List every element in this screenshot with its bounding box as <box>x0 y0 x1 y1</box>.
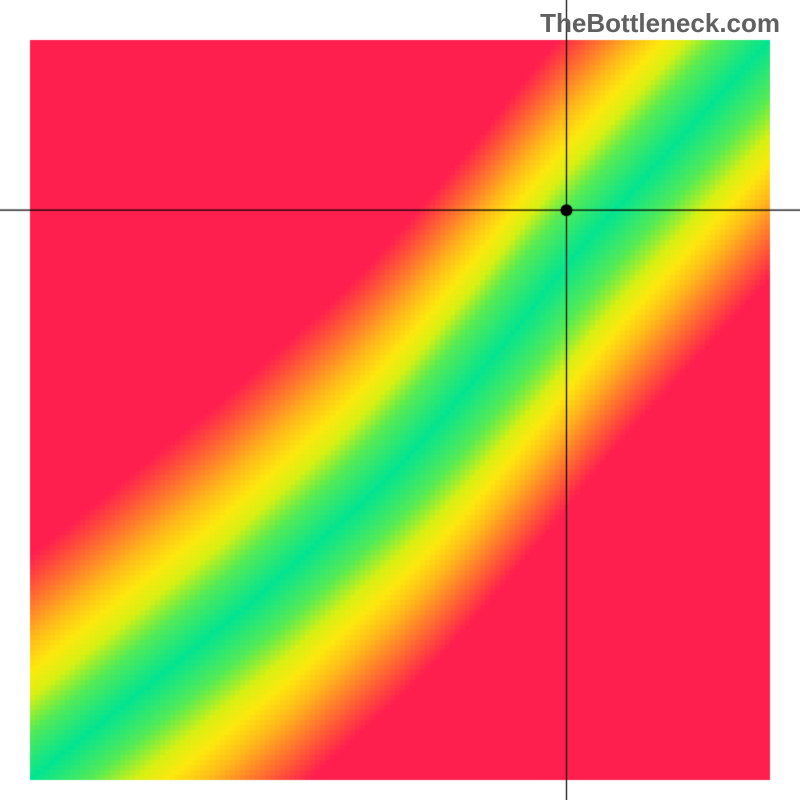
chart-container: TheBottleneck.com <box>0 0 800 800</box>
watermark-text: TheBottleneck.com <box>540 8 780 39</box>
bottleneck-heatmap <box>0 0 800 800</box>
